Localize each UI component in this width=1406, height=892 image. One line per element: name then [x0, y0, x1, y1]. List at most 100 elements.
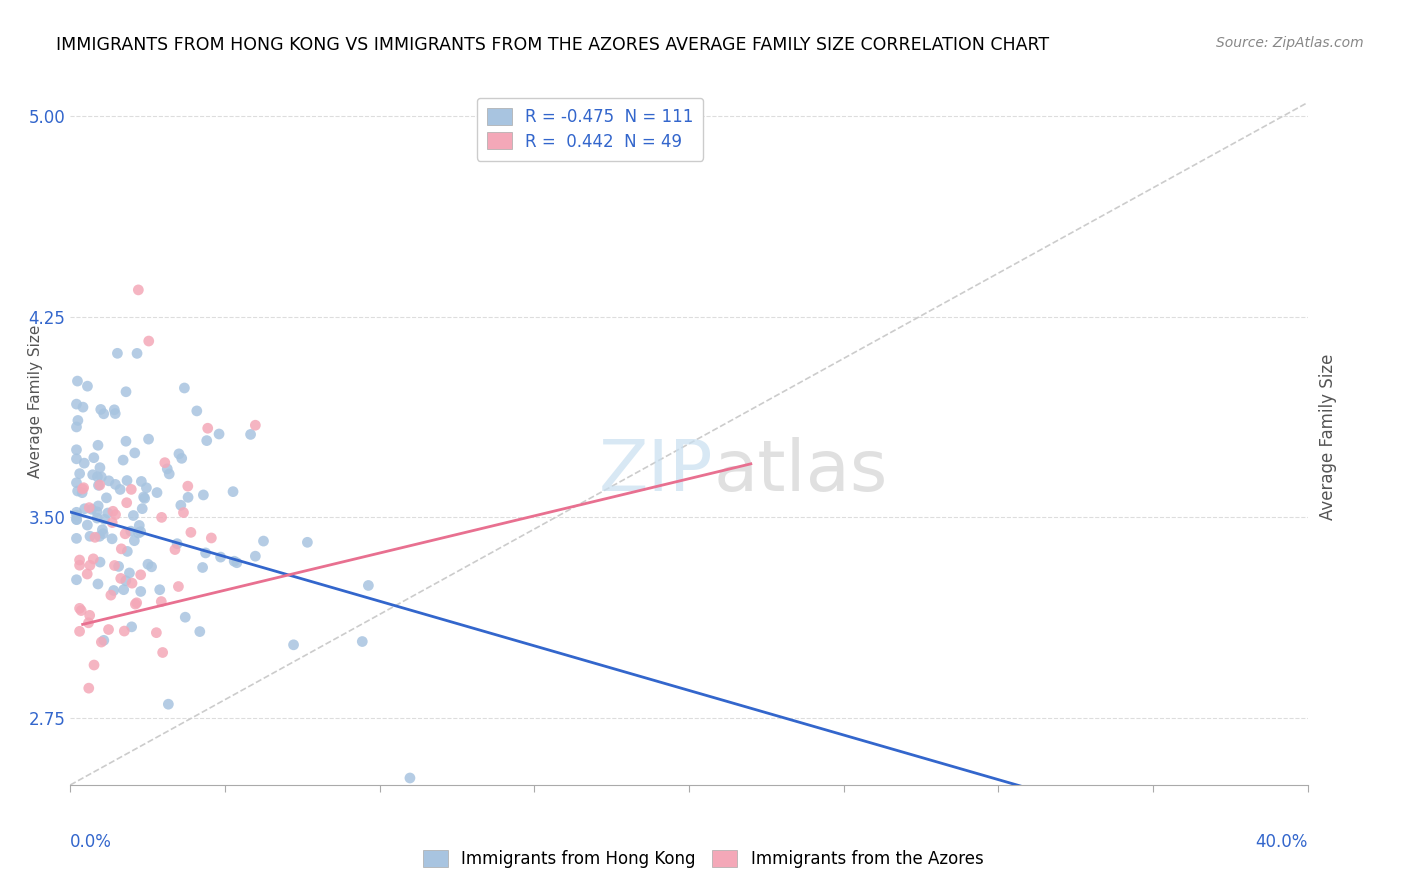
Point [101, 516, 124, 530]
Point [125, 346, 148, 360]
Point [224, 554, 246, 568]
Point [77, 615, 100, 630]
Point [245, 418, 267, 433]
Point [76, 567, 98, 582]
Point [150, 510, 173, 524]
Point [86, 469, 108, 483]
Point [188, 624, 211, 639]
Point [352, 634, 374, 648]
Point [145, 625, 167, 640]
Point [121, 620, 143, 634]
Point [89, 460, 111, 475]
Point [83, 658, 105, 673]
Text: Source: ZipAtlas.com: Source: ZipAtlas.com [1216, 36, 1364, 50]
Point [150, 594, 173, 608]
Point [128, 526, 150, 541]
Point [73, 501, 96, 516]
Point [146, 485, 169, 500]
Point [103, 402, 125, 417]
Point [120, 483, 142, 497]
Point [93, 512, 115, 526]
Point [82, 467, 104, 482]
Point [87, 438, 110, 452]
Point [65, 451, 87, 466]
Point [73, 456, 96, 470]
Point [124, 533, 146, 548]
Legend: R = -0.475  N = 111, R =  0.442  N = 49: R = -0.475 N = 111, R = 0.442 N = 49 [477, 97, 703, 161]
Point [93, 407, 115, 421]
Point [104, 407, 127, 421]
Point [83, 450, 105, 465]
Point [124, 446, 146, 460]
Point [170, 451, 193, 466]
Point [86, 511, 108, 525]
Point [66, 513, 89, 527]
Point [79, 529, 101, 543]
Point [80, 502, 103, 516]
Point [167, 580, 190, 594]
Point [132, 490, 155, 504]
Point [177, 479, 200, 493]
Legend: Immigrants from Hong Kong, Immigrants from the Azores: Immigrants from Hong Kong, Immigrants fr… [416, 843, 990, 875]
Point [89, 555, 111, 569]
Point [283, 638, 305, 652]
Point [69, 467, 91, 481]
Point [129, 567, 152, 582]
Point [69, 601, 91, 615]
Point [87, 499, 110, 513]
Point [115, 434, 138, 449]
Point [129, 524, 152, 539]
Point [209, 550, 232, 565]
Point [239, 427, 262, 442]
Point [96, 491, 118, 505]
Point [77, 500, 100, 515]
Point [124, 597, 146, 611]
Point [222, 484, 245, 499]
Point [200, 531, 222, 545]
Point [112, 624, 135, 638]
Point [136, 558, 159, 572]
Point [173, 381, 195, 395]
Point [110, 571, 132, 585]
Point [114, 526, 136, 541]
Point [103, 583, 125, 598]
Point [72, 481, 94, 495]
Point [357, 578, 380, 592]
Point [156, 462, 179, 476]
Point [245, 549, 267, 564]
Point [191, 560, 214, 574]
Point [90, 635, 112, 649]
Point [134, 491, 156, 506]
Point [208, 427, 231, 442]
Point [107, 559, 129, 574]
Point [135, 481, 157, 495]
Point [104, 508, 127, 522]
Point [101, 504, 124, 518]
Point [1049, 818, 1071, 832]
Point [141, 559, 163, 574]
Point [65, 512, 87, 526]
Point [86, 505, 108, 519]
Point [194, 546, 217, 560]
Point [120, 524, 142, 538]
Point [163, 542, 186, 557]
Point [131, 501, 153, 516]
Point [252, 534, 274, 549]
Point [70, 603, 93, 617]
Point [77, 681, 100, 695]
Point [107, 346, 129, 360]
Point [225, 556, 247, 570]
Point [170, 498, 193, 512]
Point [97, 474, 120, 488]
Point [76, 379, 98, 393]
Point [114, 574, 136, 588]
Point [65, 508, 87, 523]
Point [115, 496, 138, 510]
Point [97, 623, 120, 637]
Text: 0.0%: 0.0% [70, 833, 112, 851]
Text: 40.0%: 40.0% [1256, 833, 1308, 851]
Point [177, 491, 200, 505]
Point [127, 283, 149, 297]
Point [297, 535, 319, 549]
Point [69, 558, 91, 573]
